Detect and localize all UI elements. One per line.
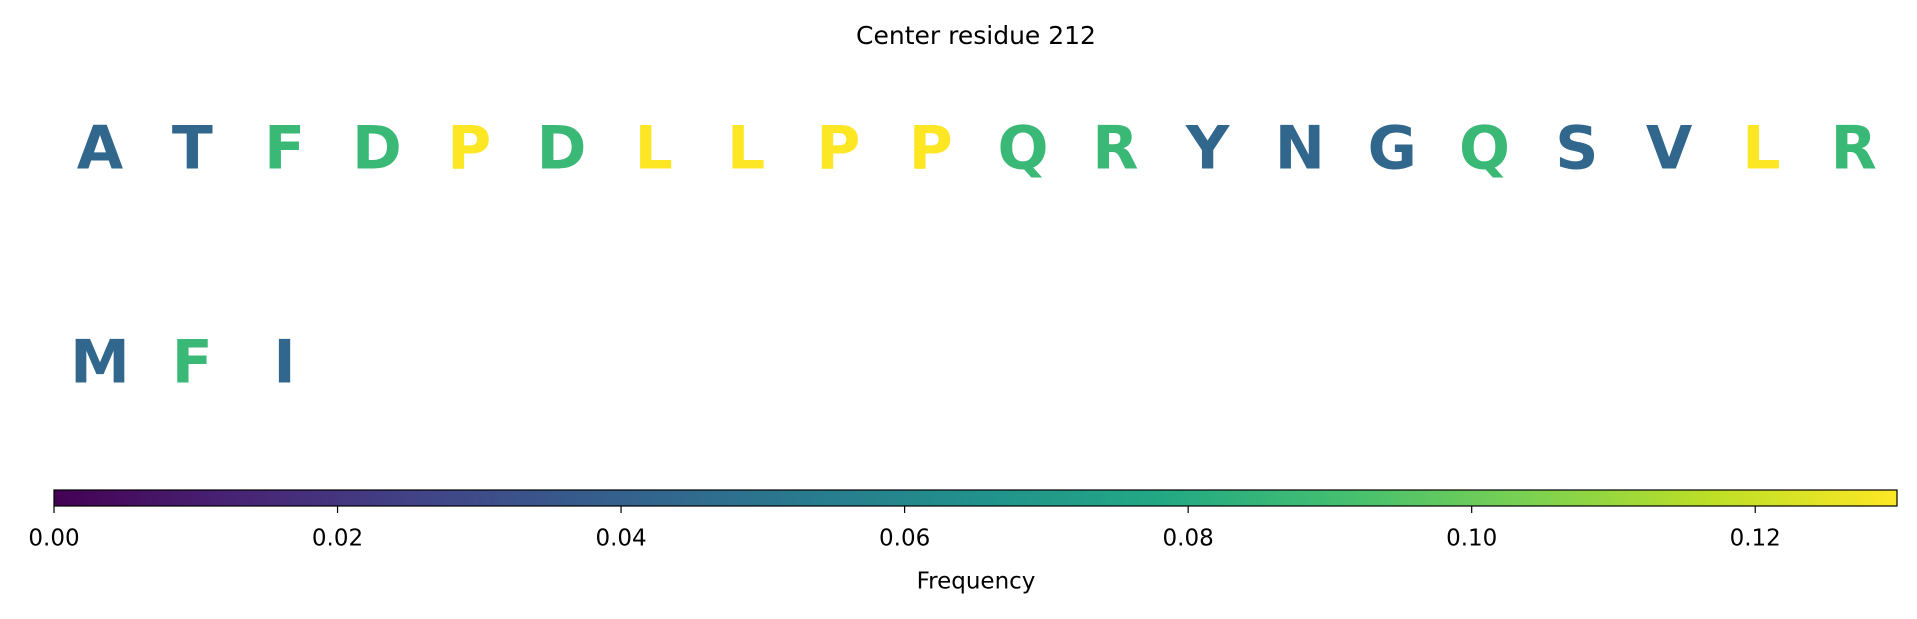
- colorbar-tick-label: 0.02: [312, 526, 363, 552]
- residue-letter: L: [727, 114, 765, 184]
- colorbar-tick-label: 0.06: [879, 526, 930, 552]
- residue-letter: Q: [1459, 114, 1510, 184]
- residue-letter: P: [816, 114, 860, 184]
- residue-letter: Q: [997, 114, 1048, 184]
- colorbar-tick-label: 0.04: [595, 526, 646, 552]
- residue-letter: A: [77, 114, 124, 184]
- residue-letter: N: [1275, 114, 1325, 184]
- colorbar-tick-label: 0.10: [1446, 526, 1497, 552]
- residue-letter: L: [1742, 114, 1780, 184]
- colorbar-tick-label: 0.00: [28, 526, 79, 552]
- colorbar-label: Frequency: [917, 569, 1036, 595]
- residue-letter: R: [1092, 114, 1138, 184]
- residue-letter: T: [172, 114, 213, 184]
- residue-letter: R: [1831, 114, 1877, 184]
- colorbar-tick-label: 0.08: [1163, 526, 1214, 552]
- residue-letter: M: [70, 328, 130, 398]
- residue-letter: L: [635, 114, 673, 184]
- residue-letter: P: [909, 114, 953, 184]
- residue-letter: I: [273, 328, 295, 398]
- chart-title: Center residue 212: [856, 21, 1096, 50]
- colorbar-tick-label: 0.12: [1730, 526, 1781, 552]
- residue-letter: F: [172, 328, 213, 398]
- residue-letter: V: [1646, 114, 1693, 184]
- residue-letter: G: [1368, 114, 1417, 184]
- residue-letter: D: [537, 114, 587, 184]
- colorbar: [53, 489, 1898, 507]
- residue-letter: S: [1555, 114, 1598, 184]
- residue-letter: D: [352, 114, 402, 184]
- residue-letter: Y: [1185, 114, 1231, 184]
- residue-letter: F: [264, 114, 305, 184]
- residue-letter: P: [447, 114, 491, 184]
